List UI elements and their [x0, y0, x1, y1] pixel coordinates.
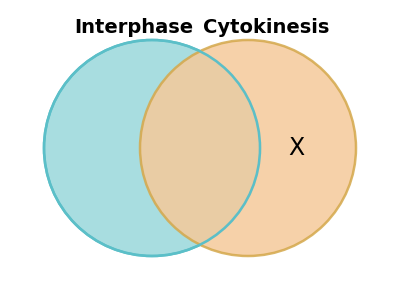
Text: X: X [288, 136, 305, 160]
Text: Interphase: Interphase [74, 18, 194, 37]
Circle shape [44, 40, 260, 256]
Circle shape [140, 40, 356, 256]
Text: Cytokinesis: Cytokinesis [203, 18, 329, 37]
